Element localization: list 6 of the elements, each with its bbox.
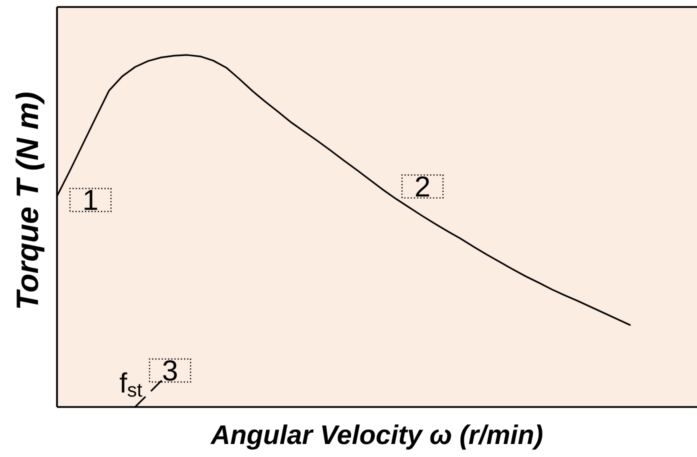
annotation: 1 [84, 190, 98, 210]
y-axis-title: Torque T (N m) [16, 92, 44, 308]
annotation: f$_{st}$ [120, 372, 142, 397]
annotation: 3 [163, 360, 177, 381]
annotation: 2 [416, 176, 430, 197]
x-axis-title: Angular Velocity ω (r/min) [210, 424, 542, 450]
